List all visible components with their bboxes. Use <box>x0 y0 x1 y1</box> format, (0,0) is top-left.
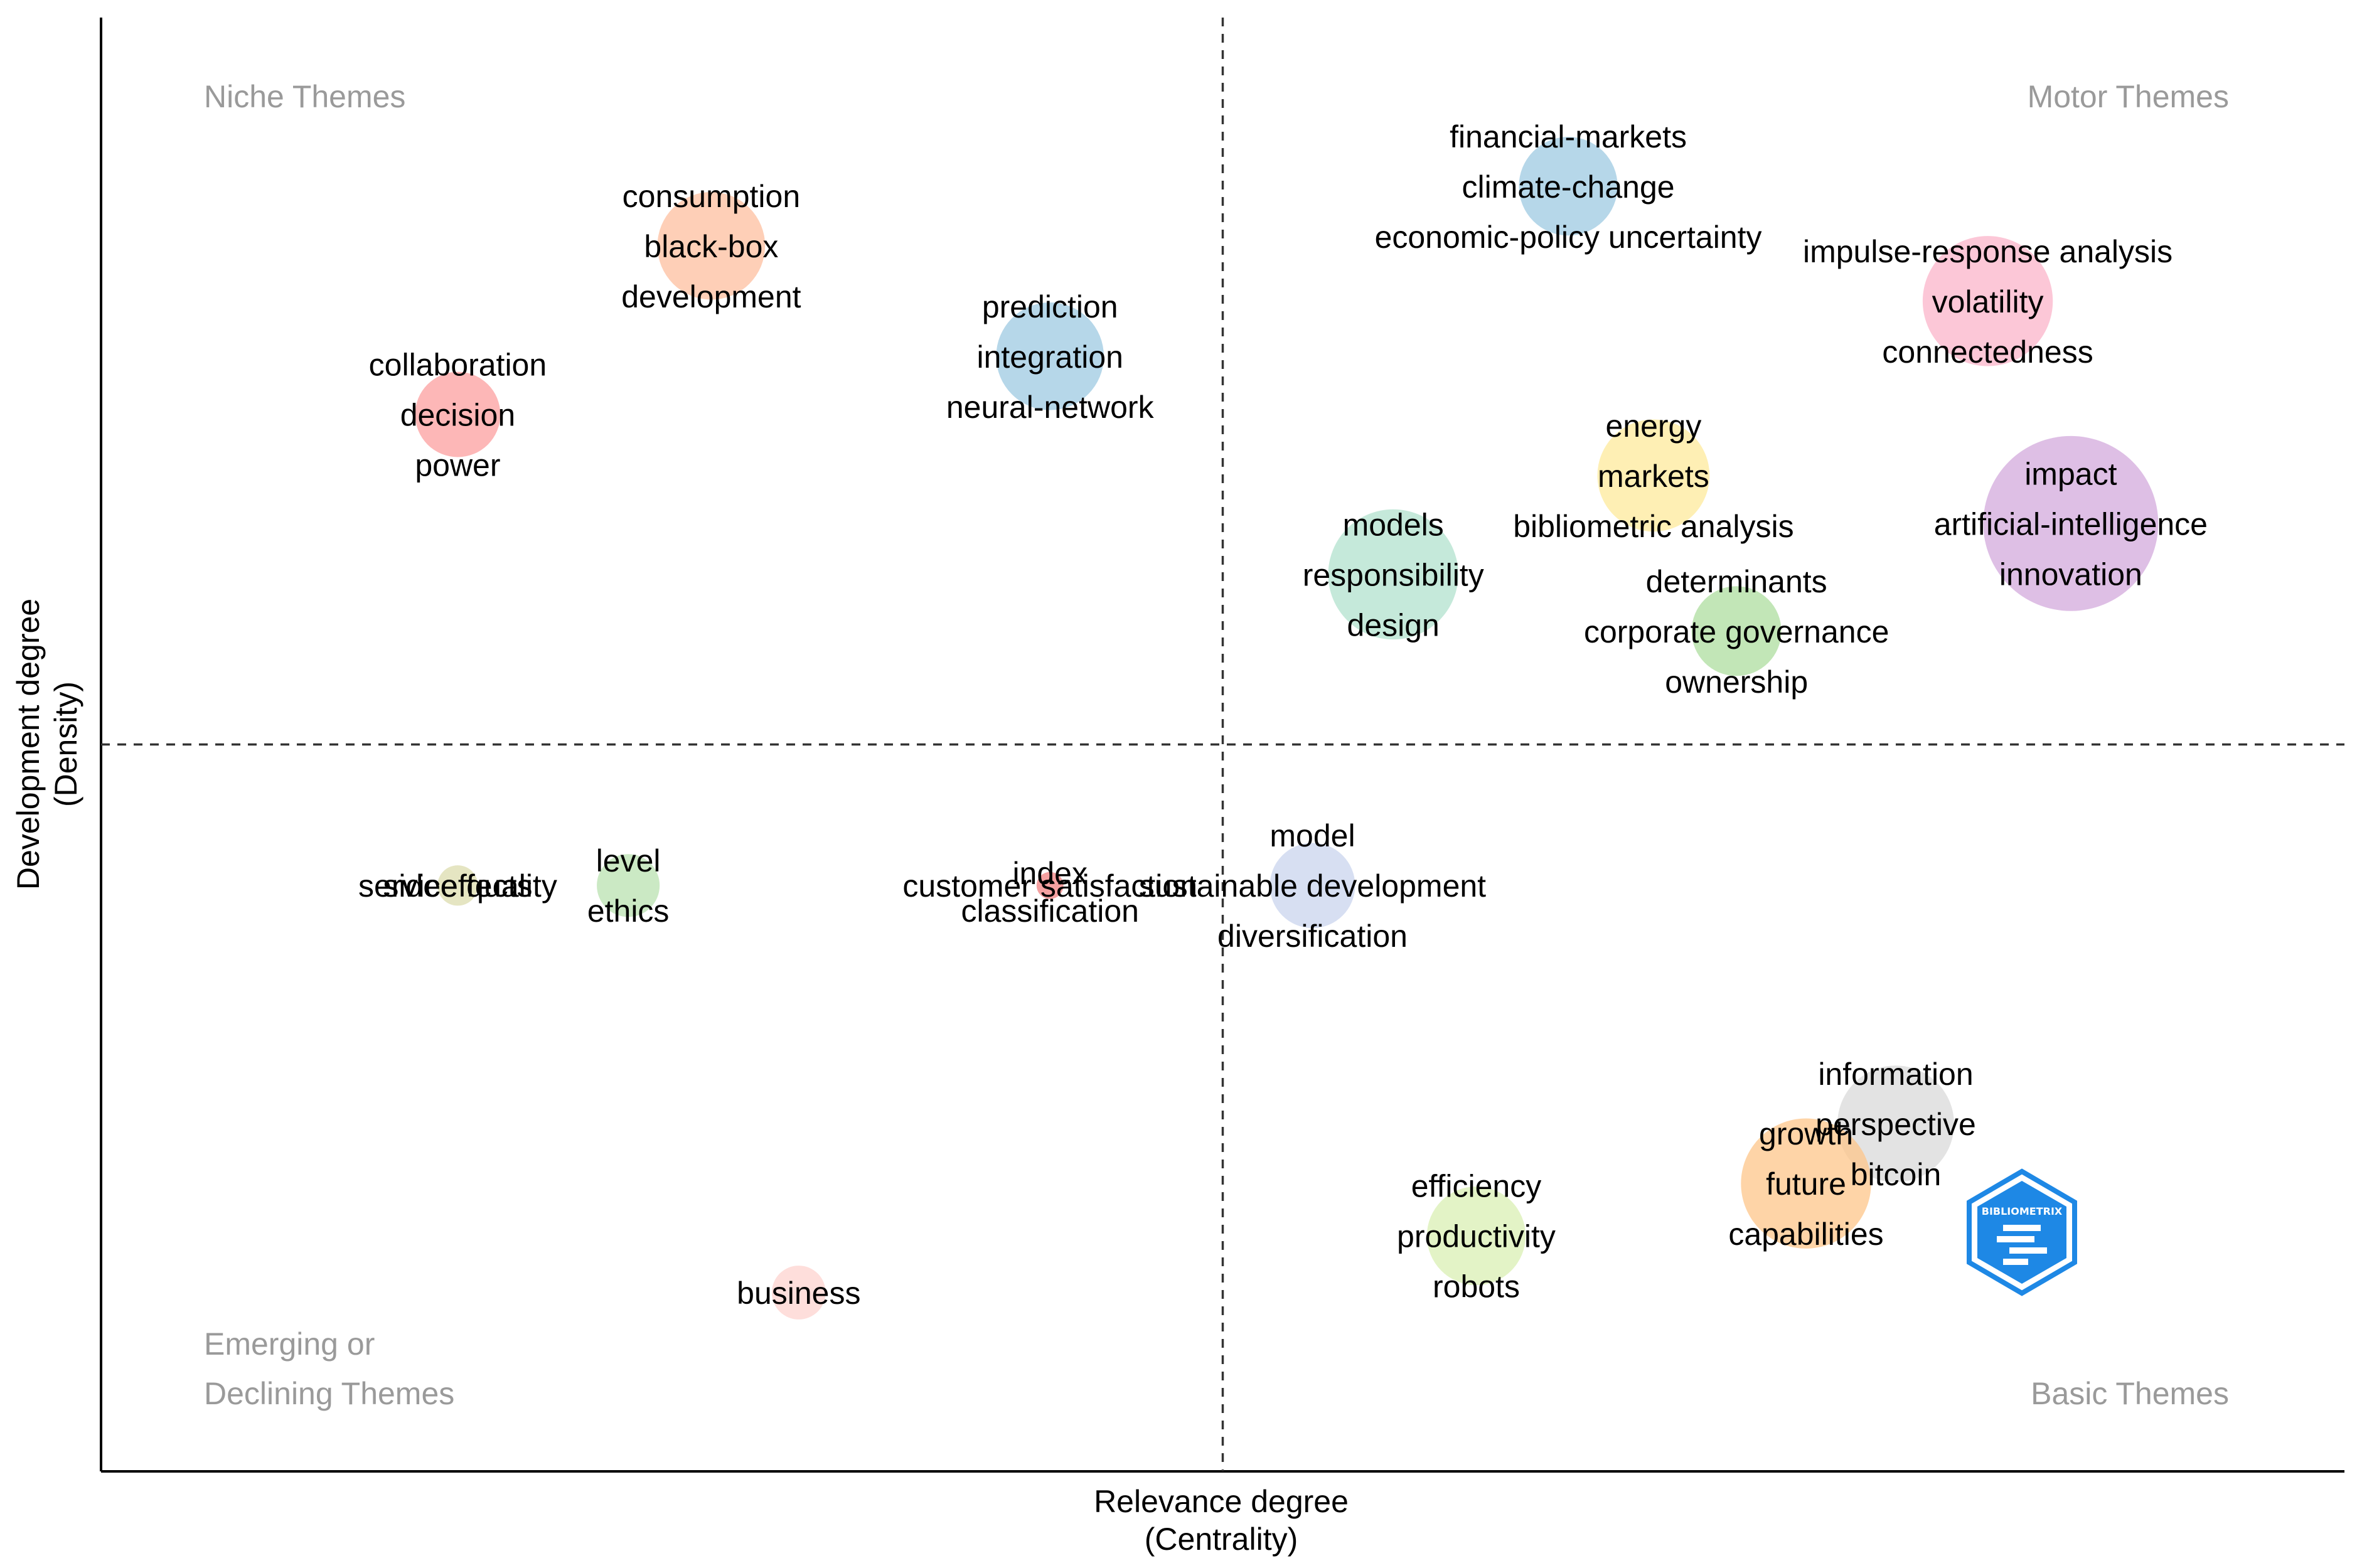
cluster-bubble <box>437 865 478 906</box>
cluster-label: efficiency <box>1411 1169 1542 1204</box>
cluster-label: financial-markets <box>1450 119 1687 154</box>
y-axis-subtitle: (Density) <box>48 681 83 807</box>
cluster-bubble <box>1741 1118 1871 1249</box>
cluster-label: design <box>1347 607 1440 643</box>
cluster-labels: financial-markets climate-change economic-… <box>358 119 2208 1311</box>
cluster-bubble <box>1837 1065 1954 1183</box>
quadrant-label-emerging: Declining Themes <box>204 1376 454 1411</box>
cluster-bubble <box>1426 1186 1526 1286</box>
cluster-label: robots <box>1433 1269 1520 1304</box>
cluster-label: information <box>1818 1057 1973 1092</box>
cluster-label: volatility <box>1932 284 2044 319</box>
cluster-label: diversification <box>1217 919 1408 954</box>
cluster-label: impact <box>2024 456 2117 491</box>
cluster-label: capabilities <box>1728 1217 1883 1252</box>
cluster-label: growth <box>1759 1116 1853 1151</box>
cluster-label: markets <box>1598 459 1709 494</box>
cluster-label: sustainable development <box>1139 868 1486 904</box>
cluster-label: bibliometric analysis <box>1513 509 1793 544</box>
cluster-label: models <box>1343 507 1444 542</box>
cluster-label: productivity <box>1397 1219 1556 1254</box>
cluster-label: consumption <box>623 179 801 214</box>
cluster-label: classification <box>961 893 1138 929</box>
cluster-label: collaboration <box>369 348 547 383</box>
cluster-bubble <box>1691 586 1782 676</box>
cluster-label: bitcoin <box>1851 1157 1942 1192</box>
cluster-label: service quality <box>358 868 557 904</box>
quadrant-label-motor: Motor Themes <box>2028 79 2229 114</box>
cluster-label: future <box>1766 1166 1846 1202</box>
cluster-label: perspective <box>1815 1107 1976 1142</box>
cluster-label: economic-policy uncertainty <box>1375 220 1762 255</box>
cluster-label: index <box>1012 856 1088 891</box>
cluster-label: energy <box>1605 408 1701 444</box>
cluster-label: power <box>415 448 500 483</box>
y-axis-title: Development degree <box>11 599 46 890</box>
cluster-label: integration <box>976 339 1123 375</box>
axis-titles: Relevance degree (Centrality) Developmen… <box>11 599 1349 1557</box>
cluster-bubble <box>1519 137 1618 236</box>
cluster-label: business <box>737 1276 860 1311</box>
cluster-label: ethics <box>587 893 670 929</box>
cluster-bubble <box>1269 843 1355 929</box>
cluster-label: artificial-intelligence <box>1934 506 2208 541</box>
logo-text: BIBLIOMETRIX <box>1982 1205 2063 1217</box>
cluster-label: level <box>596 843 661 878</box>
quadrant-label-emerging: Emerging or <box>204 1326 375 1362</box>
cluster-label: decision <box>400 398 515 433</box>
cluster-bubble <box>1597 419 1710 532</box>
logo-figure-icon <box>1997 1225 2047 1265</box>
bibliometrix-logo: BIBLIOMETRIX <box>1967 1168 2077 1296</box>
cluster-label: connectedness <box>1882 334 2093 370</box>
cluster-label: prediction <box>982 289 1118 324</box>
cluster-bubble <box>1036 872 1064 899</box>
cluster-label: neural-network <box>946 390 1155 425</box>
cluster-bubble <box>657 191 766 300</box>
logo-inner-hexagon <box>1977 1181 2066 1284</box>
cluster-label: sideeffects <box>383 868 532 904</box>
cluster-bubble <box>771 1266 826 1320</box>
cluster-label: impulse-response analysis <box>1803 234 2173 269</box>
x-axis-title: Relevance degree <box>1094 1484 1349 1519</box>
cluster-label: determinants <box>1646 564 1827 599</box>
x-axis-subtitle: (Centrality) <box>1145 1522 1298 1557</box>
cluster-bubble <box>597 854 660 917</box>
cluster-bubble <box>415 371 501 457</box>
quadrant-label-basic: Basic Themes <box>2031 1376 2229 1411</box>
cluster-label: customer satisfaction <box>902 868 1197 904</box>
cluster-bubble <box>1328 509 1458 640</box>
cluster-label: climate-change <box>1462 169 1675 205</box>
cluster-bubble <box>996 302 1104 410</box>
quadrant-labels: Niche Themes Motor Themes Emerging or Decli… <box>204 79 2229 1411</box>
cluster-label: responsibility <box>1303 557 1484 592</box>
cluster-label: corporate governance <box>1584 614 1889 649</box>
cluster-label: innovation <box>1999 557 2142 592</box>
cluster-bubble <box>1983 435 2159 611</box>
cluster-label: black-box <box>644 229 778 264</box>
cluster-bubbles <box>415 137 2159 1320</box>
cluster-label: ownership <box>1665 664 1808 700</box>
cluster-label: development <box>621 279 801 314</box>
quadrant-label-niche: Niche Themes <box>204 79 405 114</box>
cluster-label: model <box>1269 818 1355 853</box>
quadrant-dividers <box>101 18 2344 1471</box>
cluster-bubble <box>1922 236 2053 366</box>
